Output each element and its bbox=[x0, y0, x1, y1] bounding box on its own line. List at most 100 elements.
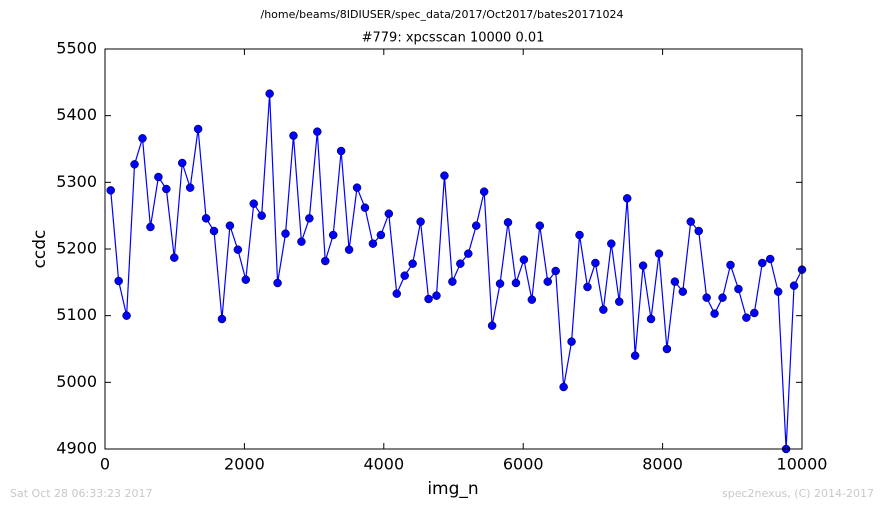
data-point bbox=[479, 187, 489, 196]
suptitle: /home/beams/8IDIUSER/spec_data/2017/Oct2… bbox=[261, 8, 624, 21]
data-point bbox=[233, 245, 243, 254]
data-point bbox=[758, 258, 767, 268]
data-point bbox=[487, 321, 497, 330]
data-point bbox=[591, 258, 600, 268]
data-point bbox=[201, 214, 211, 223]
data-point bbox=[511, 278, 521, 288]
y-tick-label: 5200 bbox=[56, 239, 97, 258]
data-point bbox=[464, 249, 473, 258]
data-point bbox=[424, 294, 433, 304]
data-point bbox=[630, 351, 640, 360]
x-tick-label: 6000 bbox=[503, 455, 544, 474]
y-tick-label: 5300 bbox=[56, 172, 97, 191]
data-point bbox=[344, 245, 354, 254]
data-point bbox=[130, 160, 139, 169]
data-point bbox=[670, 277, 680, 286]
data-point bbox=[519, 255, 529, 264]
y-tick-label: 5400 bbox=[56, 105, 97, 124]
x-tick-label: 2000 bbox=[224, 455, 265, 474]
plot-frame bbox=[104, 48, 803, 450]
footer-left: Sat Oct 28 06:33:23 2017 bbox=[10, 487, 152, 500]
data-point bbox=[551, 266, 560, 276]
data-point bbox=[495, 279, 505, 288]
data-point bbox=[686, 217, 696, 226]
data-point bbox=[567, 337, 576, 346]
data-point bbox=[471, 221, 481, 230]
data-point bbox=[448, 277, 457, 286]
data-point bbox=[392, 289, 402, 298]
x-tick-label: 4000 bbox=[363, 455, 404, 474]
data-point bbox=[575, 230, 584, 240]
data-point bbox=[281, 229, 290, 238]
data-point bbox=[607, 239, 616, 248]
data-point bbox=[400, 271, 409, 280]
data-point bbox=[321, 256, 330, 266]
data-point bbox=[622, 194, 632, 203]
x-tick-label: 0 bbox=[100, 455, 110, 474]
y-tick-label: 5500 bbox=[56, 39, 97, 58]
data-point bbox=[408, 259, 417, 268]
data-point bbox=[440, 171, 449, 180]
data-point bbox=[734, 284, 743, 294]
data-point bbox=[654, 249, 664, 258]
data-point bbox=[273, 278, 282, 288]
data-point bbox=[583, 282, 592, 292]
data-point bbox=[162, 184, 171, 194]
x-tick-label: 10000 bbox=[777, 455, 828, 474]
data-point bbox=[416, 217, 425, 226]
data-point bbox=[718, 293, 727, 302]
chart-title: #779: xpcsscan 10000 0.01 bbox=[362, 31, 545, 46]
data-point bbox=[614, 297, 624, 306]
data-point bbox=[138, 134, 147, 143]
y-tick-label: 5100 bbox=[56, 305, 97, 324]
data-line bbox=[110, 93, 803, 450]
data-point bbox=[114, 276, 123, 286]
data-point bbox=[432, 291, 441, 300]
data-point bbox=[305, 214, 314, 223]
data-point bbox=[599, 305, 608, 314]
data-point bbox=[122, 311, 131, 320]
data-point bbox=[313, 127, 322, 136]
data-point bbox=[225, 221, 235, 230]
data-point bbox=[710, 309, 719, 318]
y-tick-label: 4900 bbox=[56, 439, 97, 458]
data-point bbox=[384, 209, 394, 218]
data-point bbox=[249, 199, 258, 208]
data-point bbox=[694, 226, 703, 236]
data-point bbox=[742, 313, 751, 322]
data-point bbox=[559, 382, 568, 392]
data-point bbox=[646, 314, 656, 324]
y-tick-label: 5000 bbox=[56, 372, 97, 391]
data-point bbox=[289, 131, 298, 140]
data-point bbox=[638, 261, 648, 270]
data-point bbox=[154, 172, 163, 182]
y-axis-label: ccdc bbox=[30, 230, 50, 269]
data-point bbox=[177, 158, 187, 168]
data-point bbox=[456, 259, 465, 268]
data-point bbox=[297, 237, 306, 246]
data-point bbox=[765, 254, 775, 264]
data-point bbox=[352, 183, 362, 192]
data-point bbox=[185, 183, 195, 192]
data-point bbox=[193, 124, 203, 134]
data-point bbox=[170, 253, 179, 262]
data-point bbox=[376, 230, 386, 240]
data-point bbox=[360, 203, 370, 212]
x-tick-label: 8000 bbox=[642, 455, 683, 474]
data-point bbox=[209, 226, 219, 236]
footer-right: spec2nexus, (C) 2014-2017 bbox=[722, 487, 874, 500]
data-point bbox=[265, 89, 274, 98]
data-point bbox=[527, 295, 537, 304]
data-point bbox=[146, 222, 155, 232]
data-point bbox=[336, 146, 346, 156]
data-point bbox=[328, 230, 338, 240]
data-point bbox=[543, 277, 552, 286]
data-point bbox=[750, 308, 759, 318]
data-point bbox=[106, 186, 115, 195]
data-point bbox=[535, 221, 545, 230]
data-point bbox=[773, 287, 783, 296]
x-axis-label: img_n bbox=[427, 479, 478, 499]
data-point bbox=[789, 281, 799, 290]
data-point bbox=[662, 344, 672, 354]
